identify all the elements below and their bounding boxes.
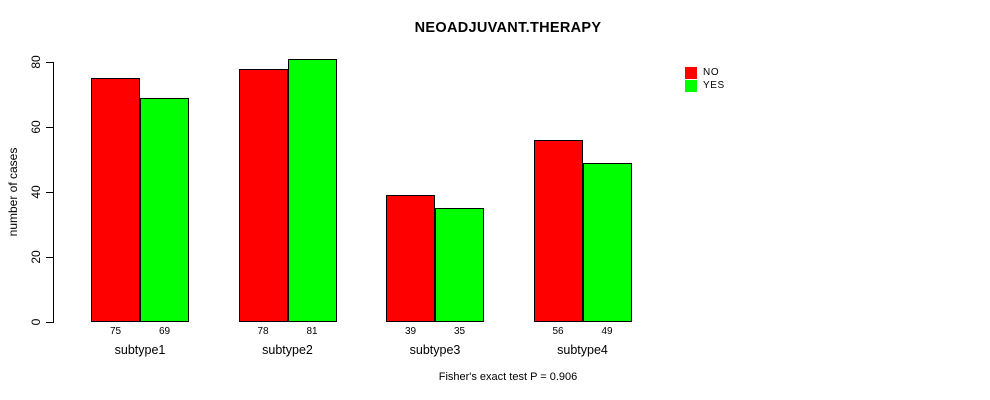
bar-subtype4-no [533, 140, 583, 322]
y-tick-label: 60 [29, 120, 43, 134]
bar-subtype2-no [238, 68, 288, 322]
y-axis-label: number of cases [6, 147, 20, 237]
bar-value-label: 75 [109, 326, 122, 337]
y-tick-label: 20 [29, 250, 43, 264]
x-category-label: subtype2 [262, 343, 313, 357]
bar-subtype4-yes [582, 162, 632, 322]
y-tick-label: 80 [29, 55, 43, 69]
bar-subtype2-yes [287, 58, 337, 322]
bar-value-label: 56 [552, 326, 564, 337]
bar-subtype3-yes [435, 208, 484, 322]
y-tick-mark [46, 191, 53, 193]
bar-subtype1-yes [140, 97, 189, 322]
bar-subtype3-no [386, 195, 435, 322]
bar-value-label: 78 [257, 326, 269, 337]
y-tick-mark [46, 256, 53, 258]
legend: NO YES [685, 66, 725, 92]
y-tick-mark [46, 61, 53, 63]
bar-value-label: 69 [158, 326, 171, 337]
x-category-label: subtype1 [114, 343, 166, 357]
annotation-text: Fisher's exact test P = 0.906 [438, 371, 578, 383]
legend-swatch-no [685, 66, 697, 79]
y-tick-mark [46, 321, 53, 323]
legend-item: NO [685, 66, 725, 79]
legend-label: NO [703, 67, 720, 78]
y-tick-label: 0 [29, 318, 43, 326]
y-tick-mark [46, 126, 53, 128]
bar-subtype1-no [91, 78, 140, 322]
bar-value-label: 81 [306, 326, 318, 337]
legend-item: YES [685, 79, 725, 92]
y-tick-label: 40 [29, 185, 43, 199]
x-category-label: subtype3 [409, 343, 461, 357]
x-category-label: subtype4 [557, 343, 608, 357]
bar-value-label: 35 [453, 326, 466, 337]
y-axis-line [53, 62, 54, 323]
chart-title: NEOADJUVANT.THERAPY [414, 20, 602, 36]
bar-value-label: 39 [404, 326, 417, 337]
legend-swatch-yes [685, 79, 697, 92]
bar-value-label: 49 [601, 326, 613, 337]
legend-label: YES [703, 80, 725, 91]
